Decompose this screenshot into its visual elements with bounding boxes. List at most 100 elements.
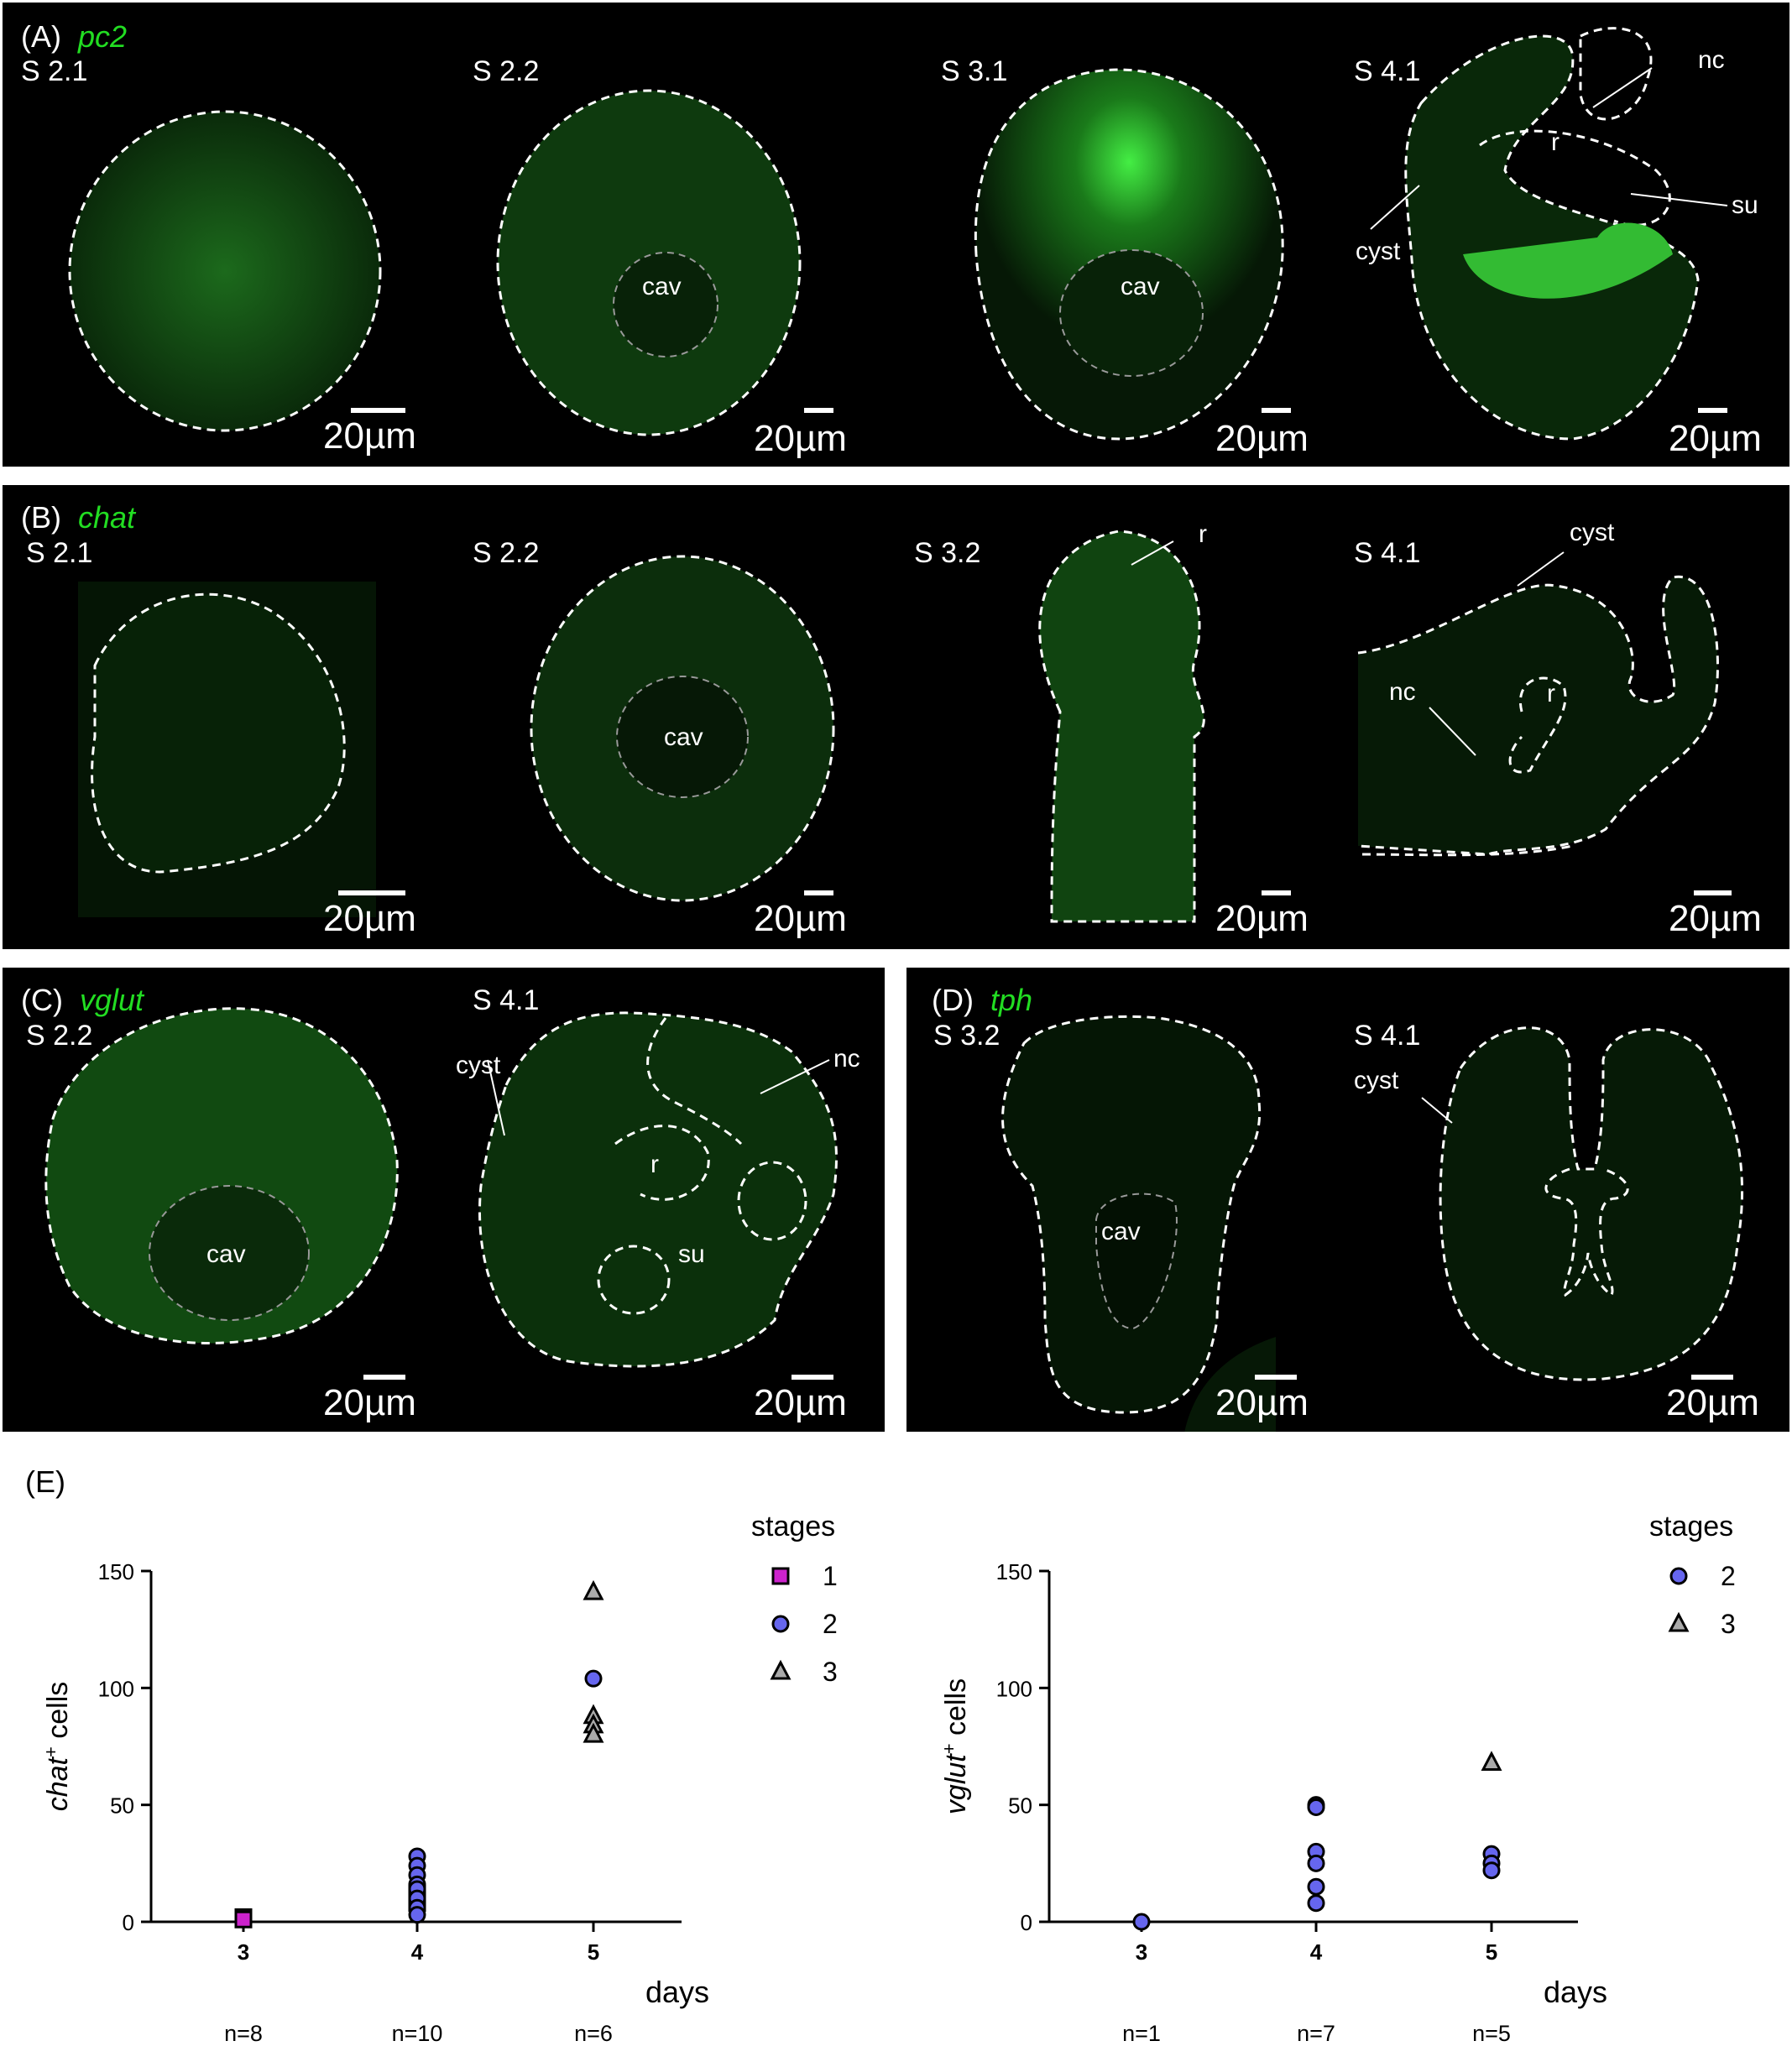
panel-a-outlines bbox=[68, 27, 1728, 441]
x-tick-label: 5 bbox=[588, 1939, 599, 1965]
annotation-label: cav bbox=[664, 723, 703, 751]
panel-letter: (A) bbox=[21, 19, 61, 54]
panel-letter: (B) bbox=[21, 500, 61, 535]
sample-size-label: n=8 bbox=[224, 2021, 263, 2046]
annotation-label: su bbox=[1732, 191, 1758, 219]
legend-marker bbox=[771, 1615, 790, 1633]
annotation-label: nc bbox=[833, 1045, 860, 1073]
scale-bar-label: 20µm bbox=[323, 1382, 416, 1423]
scale-bar bbox=[792, 1375, 833, 1380]
panel-letter: (C) bbox=[21, 983, 63, 1017]
annotation-label: cyst bbox=[1354, 1067, 1399, 1094]
panel-c-outlines bbox=[44, 1007, 838, 1368]
data-point bbox=[1307, 1854, 1325, 1872]
data-point bbox=[1481, 1751, 1502, 1772]
data-point bbox=[583, 1722, 604, 1743]
stage-label: S 2.1 bbox=[21, 55, 88, 87]
sample-size-label: n=10 bbox=[392, 2021, 443, 2046]
annotation-label: r bbox=[1199, 520, 1207, 548]
gene-name: vglut bbox=[80, 983, 144, 1017]
sample-size-label: n=6 bbox=[574, 2021, 613, 2046]
y-tick-label: 100 bbox=[996, 1676, 1032, 1701]
legend-label: 1 bbox=[823, 1561, 838, 1591]
data-point bbox=[1307, 1894, 1325, 1913]
annotation-label: r bbox=[1547, 680, 1555, 707]
annotation-label: cav bbox=[1101, 1218, 1141, 1245]
x-tick-label: 3 bbox=[1136, 1939, 1147, 1965]
panel-a-letter: (A) pc2 bbox=[21, 19, 127, 55]
scale-bar-label: 20µm bbox=[754, 1382, 847, 1423]
scale-bar-label: 20µm bbox=[1669, 418, 1762, 459]
x-axis-title: days bbox=[1544, 1975, 1607, 2009]
annotation-label: cav bbox=[206, 1240, 246, 1268]
panel-b: (B) chat S 2.1 S 2.2 S 3.2 S 4.1 cav r c… bbox=[3, 485, 1789, 949]
panel-d: (D) tph S 3.2 S 4.1 cav cyst 20µm 20µm bbox=[906, 968, 1789, 1432]
scale-bar bbox=[1262, 408, 1291, 413]
data-point bbox=[584, 1669, 603, 1688]
panel-b-outlines bbox=[78, 530, 1719, 923]
scale-bar-label: 20µm bbox=[1669, 898, 1762, 939]
panel-d-letter: (D) tph bbox=[932, 983, 1032, 1018]
sample-size-label: n=1 bbox=[1122, 2021, 1161, 2046]
legend-label: 3 bbox=[1721, 1609, 1736, 1639]
scale-bar bbox=[804, 890, 833, 895]
legend-label: 3 bbox=[823, 1657, 838, 1687]
annotation-label: su bbox=[678, 1240, 705, 1268]
gene-name: chat bbox=[78, 500, 136, 535]
x-tick-label: 3 bbox=[238, 1939, 249, 1965]
scale-bar-label: 20µm bbox=[1215, 418, 1309, 459]
panel-d-outlines bbox=[1001, 1015, 1744, 1432]
y-axis-title: vglut+ cells bbox=[938, 1678, 973, 1814]
stage-label: S 3.1 bbox=[941, 55, 1008, 87]
x-axis-title: days bbox=[645, 1975, 709, 2009]
stage-label: S 4.1 bbox=[1354, 1020, 1421, 1052]
scale-bar bbox=[1698, 408, 1727, 413]
annotation-label: nc bbox=[1698, 46, 1725, 74]
annotation-label: cav bbox=[642, 273, 682, 300]
annotation-label: cyst bbox=[1570, 519, 1615, 546]
y-axis-title: chat+ cells bbox=[40, 1682, 75, 1812]
legend-title: stages bbox=[751, 1511, 835, 1542]
scale-bar bbox=[804, 408, 833, 413]
legend-label: 2 bbox=[1721, 1561, 1736, 1591]
scale-bar bbox=[363, 1375, 405, 1380]
data-point bbox=[1132, 1913, 1151, 1931]
stage-label: S 2.1 bbox=[26, 537, 93, 569]
annotation-label: r bbox=[650, 1151, 659, 1178]
stage-label: S 2.2 bbox=[473, 55, 540, 87]
scale-bar bbox=[1694, 890, 1732, 895]
legend-marker bbox=[770, 1659, 792, 1680]
panel-letter: (D) bbox=[932, 983, 974, 1017]
legend-marker bbox=[1668, 1611, 1690, 1632]
gene-name: tph bbox=[990, 983, 1033, 1017]
data-point bbox=[583, 1579, 604, 1600]
scale-bar bbox=[338, 890, 405, 895]
y-tick-label: 0 bbox=[1021, 1910, 1032, 1935]
scale-bar-label: 20µm bbox=[323, 898, 416, 939]
stage-label: S 2.2 bbox=[26, 1020, 93, 1052]
scale-bar bbox=[351, 408, 405, 413]
scale-bar-label: 20µm bbox=[754, 418, 847, 459]
x-tick-label: 4 bbox=[1310, 1939, 1323, 1965]
stage-label: S 3.2 bbox=[914, 537, 981, 569]
panel-c: (C) vglut S 2.2 S 4.1 cav cyst nc r su 2… bbox=[3, 968, 885, 1432]
y-tick-label: 150 bbox=[98, 1559, 134, 1584]
data-point bbox=[234, 1910, 253, 1929]
sample-size-label: n=5 bbox=[1472, 2021, 1511, 2046]
scale-bar-label: 20µm bbox=[323, 415, 416, 457]
stage-label: S 2.2 bbox=[473, 537, 540, 569]
sample-size-label: n=7 bbox=[1297, 2021, 1335, 2046]
x-tick-label: 4 bbox=[411, 1939, 424, 1965]
stage-label: S 4.1 bbox=[1354, 55, 1421, 87]
scale-bar-label: 20µm bbox=[1215, 1382, 1309, 1423]
scale-bar-label: 20µm bbox=[1215, 898, 1309, 939]
x-tick-label: 5 bbox=[1486, 1939, 1497, 1965]
scale-bar bbox=[1691, 1375, 1733, 1380]
stage-label: S 4.1 bbox=[473, 984, 540, 1016]
annotation-label: cav bbox=[1121, 273, 1160, 300]
panel-a: (A) pc2 S 2.1 S 2.2 S 3.1 S 4.1 cav cav … bbox=[3, 3, 1789, 467]
gene-name: pc2 bbox=[78, 19, 128, 54]
scale-bar-label: 20µm bbox=[754, 898, 847, 939]
legend-title: stages bbox=[1649, 1511, 1733, 1542]
